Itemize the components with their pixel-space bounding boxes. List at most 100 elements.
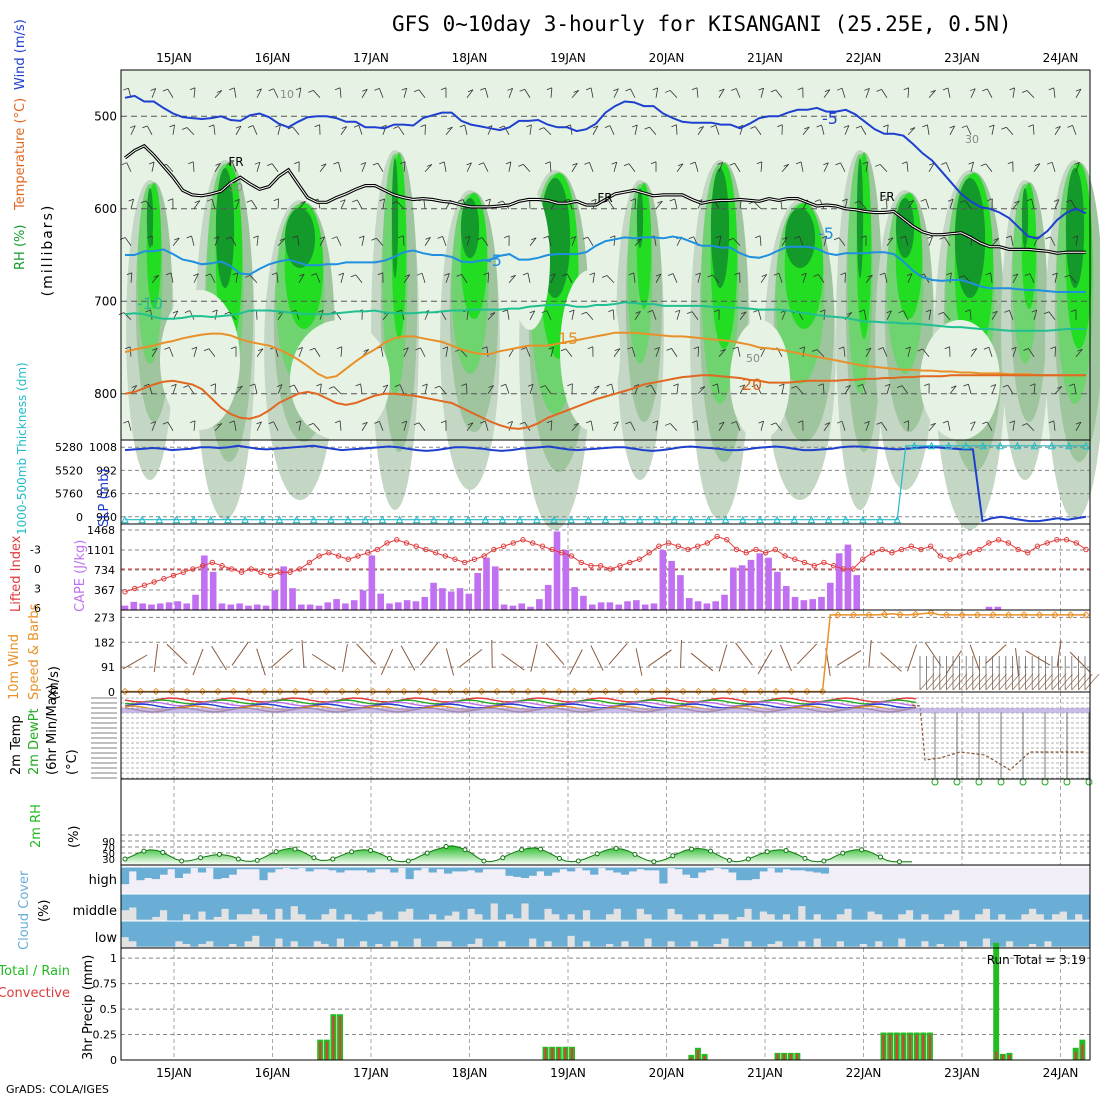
thickness-marker	[121, 515, 129, 524]
wind-barb	[697, 386, 706, 395]
cloud-cell-high	[121, 867, 130, 885]
wind-barb-flag	[184, 310, 191, 313]
cloud-cell-low	[674, 921, 683, 947]
wind10-barb	[342, 644, 348, 672]
precip-conv-bar	[783, 1053, 786, 1060]
wind-barb	[423, 198, 426, 209]
lifted-marker	[578, 559, 584, 566]
wind-barb	[1054, 199, 1060, 209]
y-tick-rh: 30	[102, 855, 115, 866]
precip-conv-bar	[909, 1034, 912, 1060]
wind-barb	[968, 383, 972, 394]
wind10-marker	[1035, 611, 1044, 619]
lifted-marker	[675, 543, 682, 549]
precip-conv-bar	[889, 1034, 892, 1060]
wind-barb	[863, 309, 867, 320]
wind-barb	[865, 421, 870, 431]
precip-conv-bar	[882, 1034, 885, 1060]
cloud-cell-low	[843, 921, 853, 947]
wind-barb	[672, 273, 678, 283]
wind-barb	[586, 311, 594, 321]
wind-barb-flag	[1021, 90, 1028, 93]
cloud-cell-high	[159, 867, 168, 875]
wind-barb	[145, 200, 153, 209]
cape-bar	[659, 550, 667, 610]
precip-conv-bar	[902, 1034, 905, 1060]
wind-barb-flag	[510, 274, 516, 278]
thickness-marker	[807, 515, 816, 524]
thickness-marker	[979, 441, 987, 450]
cloud-cell-low	[882, 921, 891, 947]
wind-barb	[735, 88, 741, 98]
thickness-marker	[430, 515, 438, 524]
wind-barb	[781, 237, 788, 246]
wind-barb	[884, 272, 888, 283]
rh-marker	[311, 855, 317, 861]
wind-barb-flag	[1045, 236, 1051, 240]
lifted-marker	[384, 540, 390, 546]
y-label-lifted: Lifted Index	[9, 535, 24, 612]
lifted-marker	[481, 553, 487, 559]
wind-barb	[697, 272, 701, 283]
cape-bar	[430, 582, 437, 610]
lifted-marker	[491, 546, 497, 553]
wind-barb-flag	[216, 90, 222, 93]
y-label-minmax: (6hr Min/Max)	[45, 685, 60, 775]
wind10-barb-dense	[979, 673, 994, 691]
precip-conv-bar	[796, 1053, 799, 1060]
wind-barb-flag	[447, 126, 453, 130]
cloud-cell-middle	[1013, 894, 1022, 920]
wind10-marker	[772, 687, 780, 696]
wind-barb-flag	[287, 126, 293, 130]
cloud-cell-low	[320, 921, 330, 944]
wind10-barb	[545, 642, 565, 666]
wind-barb-flag	[210, 383, 216, 387]
wind-barb-flag	[485, 198, 491, 202]
thickness-marker	[172, 515, 181, 524]
cape-bar	[148, 604, 155, 610]
cloud-cell-low	[213, 921, 222, 947]
cloud-cell-middle	[267, 894, 276, 920]
cloud-cell-low	[782, 921, 791, 947]
precip-conv-bar	[544, 1047, 547, 1060]
cloud-cell-high	[605, 867, 614, 871]
rh-marker	[122, 856, 128, 862]
cloud-cell-low	[505, 921, 514, 947]
cape-bar	[712, 601, 720, 610]
wind-barb	[781, 310, 787, 320]
cloud-cell-high	[467, 867, 476, 871]
isotherm-label: -5	[486, 251, 502, 270]
upper-legend: RH (%)Temperature (°C)Wind (m/s)	[13, 19, 28, 270]
wind-barb-flag	[896, 385, 903, 389]
rh-marker	[273, 849, 279, 855]
wind-barb-flag	[162, 421, 168, 425]
wind-barb	[571, 236, 577, 246]
wind-barb	[443, 161, 447, 172]
wind10-barb	[311, 653, 337, 671]
lifted-marker	[743, 550, 749, 556]
cloud-cell-high	[782, 867, 791, 870]
lifted-marker	[122, 589, 128, 595]
wind-barbs	[118, 87, 1083, 432]
wind-barb-flag	[930, 89, 936, 93]
wind-barb	[1026, 90, 1035, 99]
wind-barb-flag	[1053, 199, 1060, 202]
wind-barb	[991, 124, 995, 135]
wind-barb-flag	[741, 311, 747, 315]
wind10-frame	[120, 609, 1091, 693]
wind-barb	[737, 346, 741, 357]
lifted-marker	[199, 563, 206, 569]
y-label-dewpt: 2m DewPt	[27, 708, 42, 775]
wind-barb	[130, 125, 136, 135]
wind-barb	[529, 124, 532, 135]
wind-barb-flag	[585, 87, 592, 91]
wind-barb	[193, 273, 199, 283]
cloud-cell-middle	[590, 894, 599, 920]
wind-barb	[655, 87, 659, 98]
wind-barb	[612, 309, 615, 320]
cloud-cell-low	[413, 921, 422, 939]
cloud-cell-low	[567, 921, 576, 936]
wind-barb	[271, 163, 279, 172]
cloud-cell-middle	[351, 894, 360, 920]
wind-barb-flag	[568, 309, 575, 313]
